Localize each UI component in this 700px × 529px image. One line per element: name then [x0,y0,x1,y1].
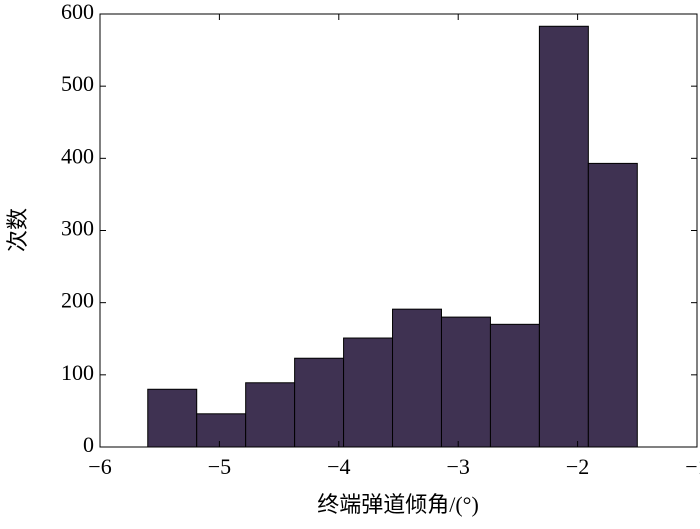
x-tick-label: −6 [88,454,111,479]
x-tick-label: −5 [208,454,231,479]
x-tick-label: −3 [446,454,469,479]
bar [440,316,491,448]
bar [343,337,394,448]
bar [538,25,589,448]
x-axis-title: 终端弹道倾角/(°) [317,492,479,517]
y-tick-label: 200 [61,288,94,313]
y-tick-label: 100 [61,360,94,385]
x-tick-label: −2 [566,454,589,479]
y-tick-label: 600 [61,0,94,24]
bar [489,323,540,448]
bar [196,413,247,448]
y-tick-label: 400 [61,143,94,168]
bar [392,308,442,448]
y-axis-title: 次数 [5,208,30,252]
y-tick-label: 500 [61,71,94,96]
bar [587,162,638,448]
x-tick-label: −1 [685,454,700,479]
y-tick-label: 300 [61,216,94,241]
x-tick-label: −4 [327,454,350,479]
y-tick-label: 0 [83,432,94,457]
bar [147,388,198,448]
bar [245,382,296,448]
bar [294,357,345,448]
